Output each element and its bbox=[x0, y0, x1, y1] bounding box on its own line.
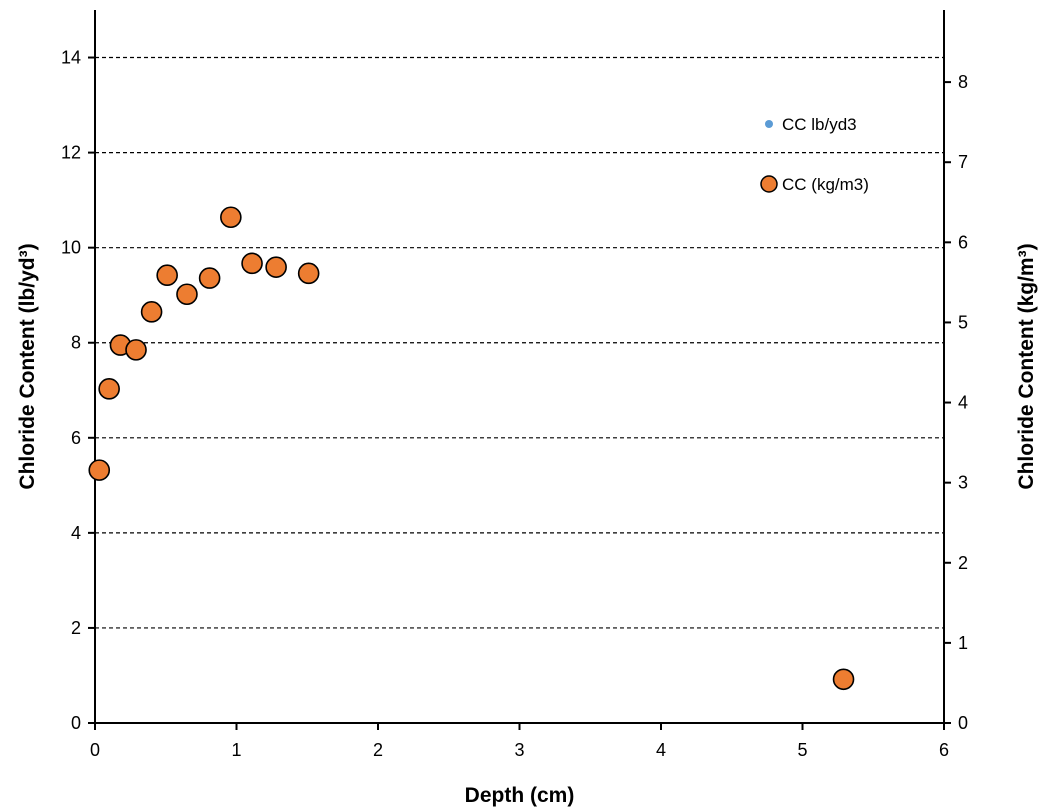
gridlines bbox=[95, 56, 944, 629]
y-right-tick-label-8: 8 bbox=[958, 72, 968, 92]
y-right-tick-label-2: 2 bbox=[958, 553, 968, 573]
legend-marker-cc-kg-m3 bbox=[760, 175, 778, 193]
x-tick-label-0: 0 bbox=[90, 740, 100, 760]
data-point-s1-10 bbox=[265, 256, 287, 278]
y-left-tick-label-10: 10 bbox=[61, 238, 81, 258]
y-right-tick-label-5: 5 bbox=[958, 312, 968, 332]
y-axis-left-title: Chloride Content (lb/yd³) bbox=[16, 243, 39, 489]
y-left-tick-label-0: 0 bbox=[71, 713, 81, 733]
y-right-tick-label-1: 1 bbox=[958, 633, 968, 653]
x-tick-label-3: 3 bbox=[514, 740, 524, 760]
y-right-tick-label-4: 4 bbox=[958, 393, 968, 413]
data-point-s1-8 bbox=[220, 206, 242, 229]
y-left-tick-label-12: 12 bbox=[61, 143, 81, 163]
data-point-s1-11 bbox=[297, 262, 320, 285]
x-tick-label-5: 5 bbox=[797, 740, 807, 760]
legend-label-cc-kg-m3: CC (kg/m3) bbox=[782, 175, 869, 194]
y-left-tick-label-6: 6 bbox=[71, 428, 81, 448]
y-right-tick-label-3: 3 bbox=[958, 473, 968, 493]
data-point-s1-12 bbox=[832, 668, 855, 691]
y-right-tick-label-7: 7 bbox=[958, 152, 968, 172]
x-axis-title: Depth (cm) bbox=[465, 784, 575, 807]
data-point-s1-3 bbox=[125, 339, 147, 361]
y-left-tick-label-4: 4 bbox=[71, 523, 81, 543]
data-point-s1-4 bbox=[140, 301, 163, 323]
legend-marker-cc-lb-yd3 bbox=[765, 120, 773, 128]
x-tick-label-2: 2 bbox=[373, 740, 383, 760]
data-point-s1-0 bbox=[88, 459, 111, 481]
data-point-s1-7 bbox=[198, 267, 221, 289]
x-tick-label-6: 6 bbox=[939, 740, 949, 760]
y-left-tick-label-8: 8 bbox=[71, 333, 81, 353]
y-left-tick-label-14: 14 bbox=[61, 48, 81, 68]
x-tick-label-4: 4 bbox=[656, 740, 666, 760]
data-point-s1-9 bbox=[241, 252, 263, 275]
legend: CC lb/yd3 CC (kg/m3) bbox=[760, 115, 869, 194]
x-tick-label-1: 1 bbox=[231, 740, 241, 760]
y-left-tick-label-2: 2 bbox=[71, 618, 81, 638]
y-right-tick-label-6: 6 bbox=[958, 232, 968, 252]
data-point-s1-6 bbox=[176, 283, 198, 306]
y-right-tick-label-0: 0 bbox=[958, 713, 968, 733]
data-point-s1-1 bbox=[98, 378, 120, 400]
axes bbox=[88, 10, 951, 730]
y-axis-right-title: Chloride Content (kg/m³) bbox=[1015, 243, 1038, 489]
legend-label-cc-lb-yd3: CC lb/yd3 bbox=[782, 115, 857, 134]
data-point-s1-5 bbox=[156, 264, 178, 287]
data-points bbox=[88, 206, 855, 691]
